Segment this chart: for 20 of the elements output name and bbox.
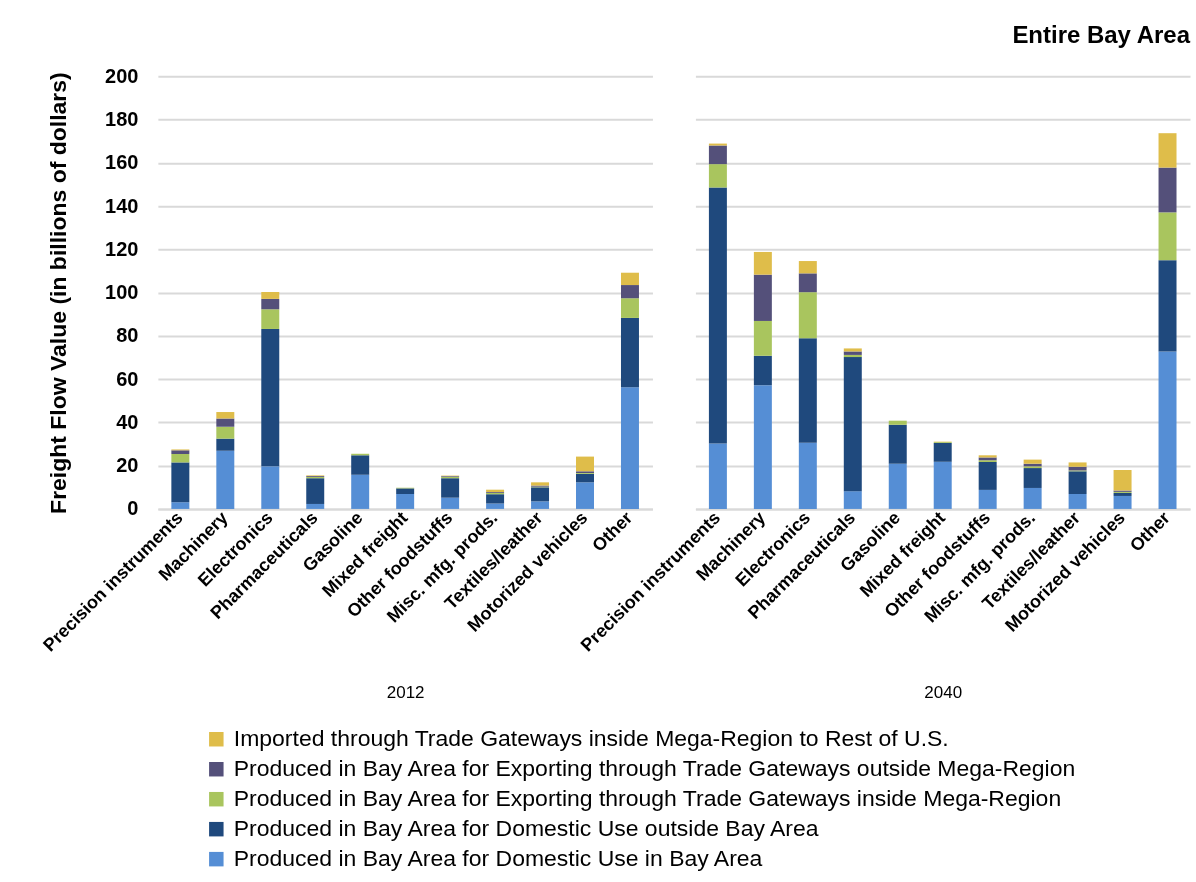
- y-tick-label: 160: [105, 151, 139, 174]
- legend-label: Imported through Trade Gateways inside Mega-Region to Rest of U.S.: [233, 725, 949, 752]
- legend-label: Produced in Bay Area for Domestic Use in Bay Area: [233, 845, 763, 872]
- y-tick-label: 180: [105, 108, 139, 131]
- y-tick-label: 100: [105, 281, 139, 304]
- y-tick-label: 0: [127, 497, 139, 520]
- y-axis-title: Freight Flow Value (in billions of dollars): [45, 72, 72, 514]
- x-axis-title: 2040: [924, 683, 963, 703]
- y-tick-label: 140: [105, 194, 139, 217]
- y-tick-label: 80: [116, 324, 139, 347]
- chart-title: Entire Bay Area: [1012, 21, 1191, 49]
- legend-label: Produced in Bay Area for Domestic Use outside Bay Area: [233, 815, 819, 842]
- y-tick-label: 120: [105, 237, 139, 260]
- x-axis-title: 2012: [386, 683, 425, 703]
- y-tick-label: 60: [116, 367, 139, 390]
- legend-label: Produced in Bay Area for Exporting through Trade Gateways outside Mega-Region: [233, 755, 1076, 782]
- y-tick-label: 40: [116, 410, 139, 433]
- legend-label: Produced in Bay Area for Exporting through Trade Gateways inside Mega-Region: [233, 785, 1062, 812]
- y-tick-label: 20: [116, 454, 139, 477]
- y-tick-label: 200: [105, 64, 139, 87]
